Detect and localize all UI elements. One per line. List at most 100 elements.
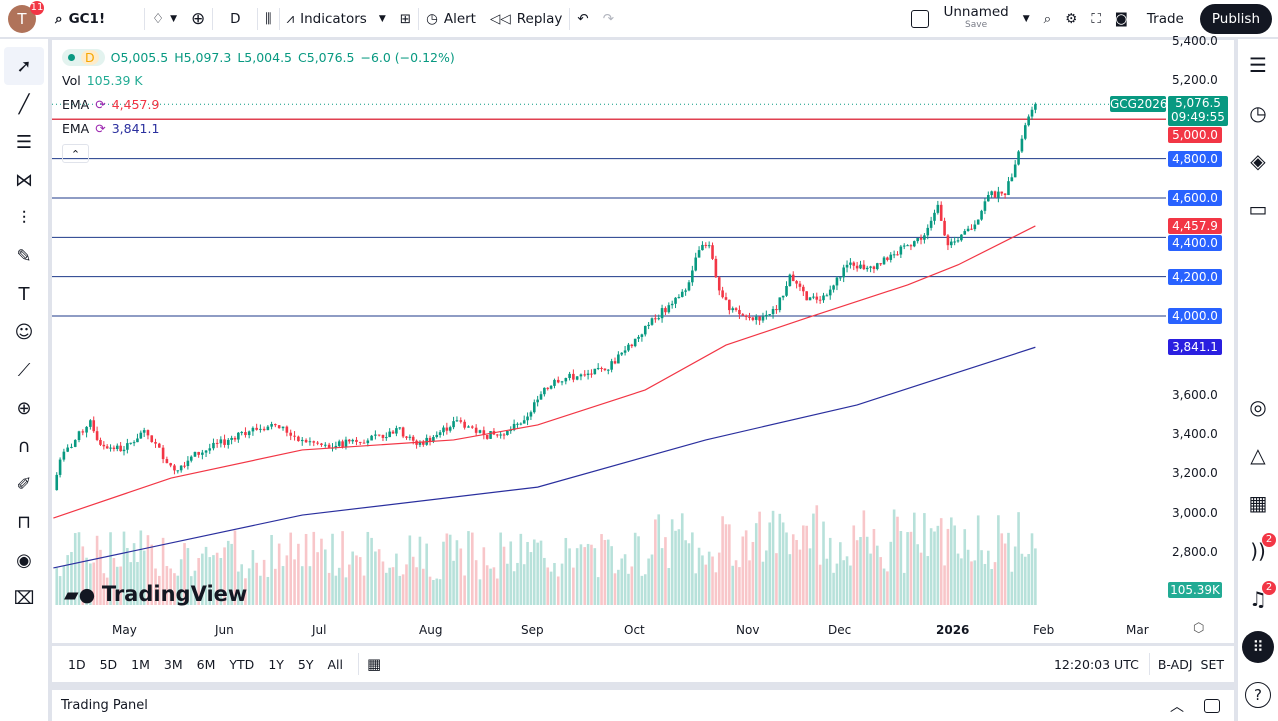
chart-type-button[interactable]: ⫼ bbox=[258, 4, 278, 34]
remove-tool[interactable]: ⌧ bbox=[0, 579, 48, 617]
undo-button[interactable]: ↶ bbox=[570, 4, 595, 34]
volume-bar bbox=[485, 565, 489, 605]
volume-bar bbox=[351, 551, 354, 605]
redo-button[interactable]: ↷ bbox=[596, 4, 621, 34]
volume-bar bbox=[215, 552, 219, 605]
volume-bar bbox=[741, 536, 745, 605]
range-all-button[interactable]: All bbox=[327, 656, 344, 672]
lock-drawing-tool[interactable]: ✐ bbox=[0, 465, 48, 503]
candle-body bbox=[876, 263, 879, 270]
time-tick: Mar bbox=[1126, 623, 1149, 637]
interval-button[interactable]: D bbox=[230, 10, 241, 27]
fullscreen-button[interactable]: ⛶ bbox=[1084, 4, 1107, 34]
replay-button[interactable]: ◁◁ Replay bbox=[489, 10, 563, 27]
quick-search-button[interactable]: ⌕ bbox=[1037, 4, 1059, 34]
indicators-button[interactable]: ⩘ Indicators ▼ bbox=[286, 10, 386, 27]
watchlist-button[interactable]: ♢ ▼ bbox=[145, 4, 184, 34]
volume-bar bbox=[55, 567, 59, 605]
symbol-search[interactable]: ⌕ GC1! bbox=[55, 10, 106, 27]
maximize-panel-icon[interactable] bbox=[1204, 698, 1220, 713]
watchlist-button[interactable]: ☰ bbox=[1238, 41, 1278, 89]
lock-tool[interactable]: ⊓ bbox=[0, 503, 48, 541]
candle-body bbox=[986, 195, 990, 202]
range-5y-button[interactable]: 5Y bbox=[297, 656, 314, 672]
chat-button[interactable]: ▭ bbox=[1238, 185, 1278, 233]
brush-tool[interactable]: ✎ bbox=[0, 237, 48, 275]
candle-body bbox=[943, 220, 946, 236]
ideas-button[interactable]: △ bbox=[1238, 431, 1278, 479]
volume-bar bbox=[630, 566, 634, 605]
snapshot-button[interactable]: ◙ bbox=[1108, 4, 1135, 34]
candle-body bbox=[549, 385, 553, 389]
hide-tool[interactable]: ◉ bbox=[0, 541, 48, 579]
candle-body bbox=[432, 436, 435, 442]
axis-settings-icon[interactable]: ⬡ bbox=[1193, 621, 1205, 636]
fib-tool[interactable]: ☰ bbox=[0, 123, 48, 161]
chart-pane[interactable]: D O5,005.5 H5,097.3 L5,004.5 C5,076.5 −6… bbox=[52, 34, 1234, 643]
range-3m-button[interactable]: 3M bbox=[163, 656, 183, 672]
candle-body bbox=[939, 204, 943, 221]
volume-bar bbox=[262, 559, 266, 605]
zoom-tool[interactable]: ⊕ bbox=[0, 389, 48, 427]
candle-body bbox=[70, 446, 73, 448]
date-range-button[interactable]: ▦ bbox=[367, 655, 382, 673]
eye-icon: ◉ bbox=[16, 549, 32, 571]
range-1m-button[interactable]: 1M bbox=[131, 656, 150, 672]
volume-bar bbox=[879, 557, 882, 605]
calendar-button[interactable]: ▦ bbox=[1238, 479, 1278, 527]
range-1d-button[interactable]: 1D bbox=[68, 656, 86, 672]
trading-panel-title[interactable]: Trading Panel bbox=[61, 698, 148, 713]
trend-line-tool[interactable]: ╱ bbox=[0, 85, 48, 123]
candle-body bbox=[388, 431, 391, 438]
publish-button[interactable]: Publish bbox=[1199, 3, 1272, 34]
products-button[interactable]: ⠿ bbox=[1238, 623, 1278, 671]
volume-bar bbox=[808, 548, 812, 605]
volume-bar bbox=[560, 563, 564, 605]
adjustment-toggle[interactable]: B-ADJ bbox=[1157, 656, 1193, 672]
range-1y-button[interactable]: 1Y bbox=[268, 656, 284, 672]
notifications-button[interactable]: ♫ 2 bbox=[1238, 575, 1278, 623]
volume-bar bbox=[425, 543, 428, 605]
alert-button[interactable]: ◷ Alert bbox=[426, 10, 476, 27]
compare-button[interactable]: ⊕ bbox=[184, 4, 212, 34]
volume-bar bbox=[667, 567, 671, 605]
volume-bar bbox=[293, 559, 296, 605]
clock[interactable]: 12:20:03 UTC bbox=[1053, 656, 1139, 672]
range-5d-button[interactable]: 5D bbox=[99, 656, 118, 672]
emoji-tool[interactable]: ☺ bbox=[0, 313, 48, 351]
close-value: C5,076.5 bbox=[298, 50, 355, 65]
measure-tool[interactable]: ⟋ bbox=[0, 351, 48, 389]
data-window-button[interactable]: ◈ bbox=[1238, 137, 1278, 185]
settings-button[interactable]: ⚙ bbox=[1058, 4, 1084, 34]
candle-body bbox=[1000, 191, 1004, 194]
legend-ema-fast[interactable]: EMA ⟳ 4,457.9 bbox=[62, 97, 160, 112]
magnet-tool[interactable]: ∩ bbox=[0, 427, 48, 465]
help-button[interactable]: ? bbox=[1238, 671, 1278, 719]
volume-bar bbox=[859, 537, 862, 605]
candle-body bbox=[139, 432, 143, 439]
candle-body bbox=[852, 262, 856, 266]
candle-body bbox=[374, 434, 377, 436]
range-6m-button[interactable]: 6M bbox=[196, 656, 216, 672]
volume-bar bbox=[845, 556, 849, 605]
legend-ema-slow[interactable]: EMA ⟳ 3,841.1 bbox=[62, 121, 160, 136]
avatar[interactable]: T 11 bbox=[8, 0, 44, 33]
pencil-lock-icon: ✐ bbox=[16, 473, 32, 495]
hotlist-button[interactable]: ◎ bbox=[1238, 383, 1278, 431]
cursor-tool[interactable]: ➚ bbox=[4, 47, 44, 85]
range-ytd-button[interactable]: YTD bbox=[229, 656, 255, 672]
pattern-tool[interactable]: ⋈ bbox=[0, 161, 48, 199]
collapse-legend-button[interactable]: ⌃ bbox=[62, 144, 89, 163]
trade-button[interactable]: Trade bbox=[1146, 10, 1184, 27]
templates-button[interactable]: ⊞ bbox=[393, 4, 418, 34]
session-toggle[interactable]: SET bbox=[1200, 656, 1224, 672]
forecast-tool[interactable]: ⫶ bbox=[0, 199, 48, 237]
volume-bar bbox=[358, 557, 362, 605]
text-tool[interactable]: T bbox=[0, 275, 48, 313]
alerts-button[interactable]: ◷ bbox=[1238, 89, 1278, 137]
layout-button[interactable]: Unnamed Save ▼ bbox=[904, 4, 1036, 34]
candle-body bbox=[1027, 116, 1030, 126]
expand-panel-icon[interactable]: ︿ bbox=[1170, 698, 1184, 715]
volume-bar bbox=[966, 549, 970, 605]
streams-button[interactable]: )) 2 bbox=[1238, 527, 1278, 575]
